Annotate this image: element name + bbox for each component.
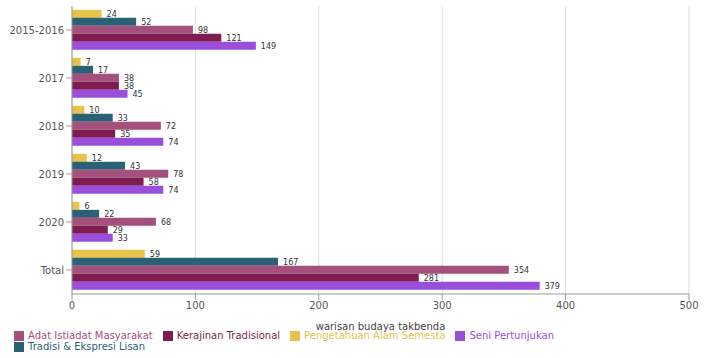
svg-text:24: 24 [107,10,117,19]
svg-text:300: 300 [433,300,452,311]
svg-text:0: 0 [69,300,75,311]
svg-text:78: 78 [173,170,183,179]
svg-text:43: 43 [130,162,140,171]
svg-text:12: 12 [92,154,102,163]
html-text:Kerajinan Tradisional: Kerajinan Tradisional [176,330,281,341]
svg-text:200: 200 [309,300,328,311]
svg-text:7: 7 [86,58,91,67]
svg-text:2019: 2019 [39,169,64,180]
svg-text:121: 121 [226,34,241,43]
svg-text:400: 400 [556,300,575,311]
svg-text:2020: 2020 [39,217,64,228]
html-text:Seni Pertunjukan: Seni Pertunjukan [469,330,554,341]
svg-text:10: 10 [89,106,99,115]
svg-text:22: 22 [104,210,114,219]
svg-text:33: 33 [118,234,128,243]
html-text:Pengetahuan Alam Semesta: Pengetahuan Alam Semesta [304,330,446,341]
svg-text:warisan budaya takbenda: warisan budaya takbenda [316,321,446,332]
svg-text:74: 74 [168,138,178,147]
svg-text:6: 6 [84,202,89,211]
svg-text:29: 29 [112,225,123,235]
svg-text:2015-2016: 2015-2016 [9,25,64,36]
svg-text:59: 59 [150,250,160,259]
svg-text:Total: Total [40,265,64,276]
svg-text:281: 281 [424,274,439,283]
svg-text:35: 35 [120,130,130,139]
svg-text:167: 167 [283,258,298,267]
svg-text:354: 354 [514,266,529,275]
svg-text:17: 17 [98,66,108,75]
svg-text:52: 52 [141,18,151,27]
svg-text:72: 72 [166,122,176,131]
svg-text:149: 149 [261,42,276,51]
svg-text:500: 500 [679,300,698,311]
svg-text:2018: 2018 [39,121,64,132]
svg-text:68: 68 [161,218,171,227]
svg-text:2017: 2017 [39,73,64,84]
svg-text:38: 38 [123,73,135,83]
svg-text:38: 38 [123,81,135,91]
svg-text:100: 100 [186,300,205,311]
svg-text:379: 379 [545,282,560,291]
svg-text:98: 98 [198,26,208,35]
html-text:Adat Istiadat Masyarakat: Adat Istiadat Masyarakat [28,330,153,341]
svg-text:33: 33 [118,114,128,123]
svg-text:58: 58 [149,178,159,187]
html-text:Tradisi & Ekspresi Lisan: Tradisi & Ekspresi Lisan [28,341,146,352]
svg-text:45: 45 [133,90,143,99]
svg-text:74: 74 [168,186,178,195]
